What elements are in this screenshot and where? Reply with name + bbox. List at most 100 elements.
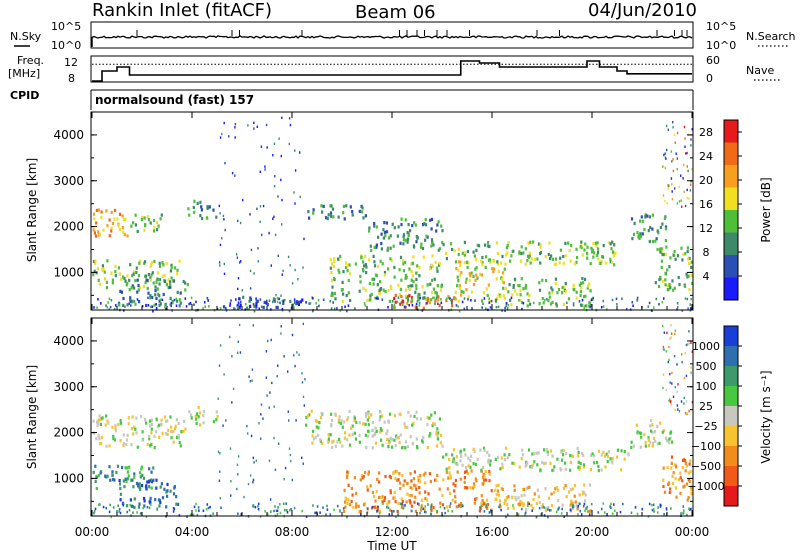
heatmap-cell xyxy=(367,434,370,438)
heatmap-cell xyxy=(239,303,242,307)
heatmap-cell xyxy=(149,424,152,428)
heatmap-cell xyxy=(394,476,397,480)
heatmap-cell xyxy=(572,504,574,507)
heatmap-cell xyxy=(489,260,492,265)
heatmap-cell xyxy=(208,305,210,308)
heatmap-cell xyxy=(108,218,111,222)
heatmap-cell xyxy=(118,478,121,483)
heatmap-cell xyxy=(662,325,664,328)
heatmap-cell xyxy=(559,248,562,252)
heatmap-cell xyxy=(370,413,373,417)
heatmap-cell xyxy=(249,296,252,300)
heatmap-cell xyxy=(473,254,476,258)
heatmap-cell xyxy=(93,212,96,216)
heatmap-cell xyxy=(506,251,509,255)
heatmap-cell xyxy=(414,484,417,488)
heatmap-cell xyxy=(416,300,419,303)
heatmap-cell xyxy=(138,482,141,486)
heatmap-cell xyxy=(664,238,667,243)
heatmap-cell xyxy=(377,505,379,509)
heatmap-cell xyxy=(400,223,403,227)
heatmap-cell xyxy=(394,293,397,297)
heatmap-cell xyxy=(688,261,691,265)
heatmap-cell xyxy=(475,479,478,483)
heatmap-cell xyxy=(200,205,203,209)
heatmap-cell xyxy=(677,478,680,482)
heatmap-cell xyxy=(457,260,461,264)
heatmap-cell xyxy=(110,226,113,230)
heatmap-cell xyxy=(648,502,651,506)
heatmap-cell xyxy=(111,281,114,285)
heatmap-cell xyxy=(148,467,151,471)
heatmap-cell xyxy=(122,479,125,483)
heatmap-cell xyxy=(114,429,118,433)
heatmap-cell xyxy=(106,474,109,478)
heatmap-cell xyxy=(623,449,626,454)
heatmap-cell xyxy=(140,465,144,469)
heatmap-cell xyxy=(376,283,379,287)
heatmap-cell xyxy=(291,303,295,307)
heatmap-cell xyxy=(92,228,95,232)
heatmap-cell xyxy=(636,230,639,235)
heatmap-cell xyxy=(671,382,673,385)
heatmap-cell xyxy=(377,235,380,239)
heatmap-cell xyxy=(441,229,444,233)
heatmap-cell xyxy=(151,261,154,265)
heatmap-cell xyxy=(561,507,563,511)
heatmap-cell xyxy=(429,431,432,436)
heatmap-cell xyxy=(98,437,101,441)
heatmap-cell xyxy=(562,448,565,452)
heatmap-cell xyxy=(567,241,570,245)
heatmap-cell xyxy=(484,243,487,247)
heatmap-cell xyxy=(583,306,585,310)
heatmap-cell xyxy=(345,204,348,208)
heatmap-cell xyxy=(388,236,391,240)
heatmap-cell xyxy=(548,241,551,245)
heatmap-cell xyxy=(459,502,463,506)
heatmap-cell xyxy=(287,410,289,413)
heatmap-cell xyxy=(662,194,665,197)
heatmap-cell xyxy=(470,454,473,458)
heatmap-cell xyxy=(118,510,120,513)
heatmap-cell xyxy=(687,307,689,310)
heatmap-cell xyxy=(546,297,548,301)
heatmap-cell xyxy=(137,283,140,288)
heatmap-cell xyxy=(425,510,427,514)
heatmap-cell xyxy=(427,492,430,496)
heatmap-cell xyxy=(521,307,523,311)
heatmap-cell xyxy=(669,436,672,440)
heatmap-cell xyxy=(200,208,203,212)
heatmap-cell xyxy=(450,298,453,302)
heatmap-cell xyxy=(148,485,151,489)
heatmap-cell xyxy=(439,288,443,292)
heatmap-cell xyxy=(276,512,279,516)
heatmap-cell xyxy=(474,299,476,302)
heatmap-cell xyxy=(310,409,313,413)
heatmap-cell xyxy=(476,243,479,247)
heatmap-cell xyxy=(184,288,187,292)
heatmap-cell xyxy=(390,258,393,262)
heatmap-cell xyxy=(559,256,562,260)
heatmap-cell xyxy=(143,496,146,501)
heatmap-cell xyxy=(497,455,500,459)
heatmap-cell xyxy=(129,498,132,502)
heatmap-cell xyxy=(396,478,399,482)
heatmap-cell xyxy=(225,309,228,312)
heatmap-cell xyxy=(689,189,692,192)
heatmap-cell xyxy=(257,502,260,506)
heatmap-cell xyxy=(155,296,158,301)
heatmap-cell xyxy=(130,427,134,431)
heatmap-cell xyxy=(92,470,95,474)
heatmap-cell xyxy=(533,492,536,496)
heatmap-cell xyxy=(435,432,438,436)
heatmap-cell xyxy=(415,437,418,441)
heatmap-cell xyxy=(380,438,383,442)
heatmap-cell xyxy=(393,414,396,418)
heatmap-cell xyxy=(673,249,676,254)
heatmap-cell xyxy=(212,420,215,424)
heatmap-cell xyxy=(343,420,346,424)
colorbar-segment xyxy=(724,486,738,507)
